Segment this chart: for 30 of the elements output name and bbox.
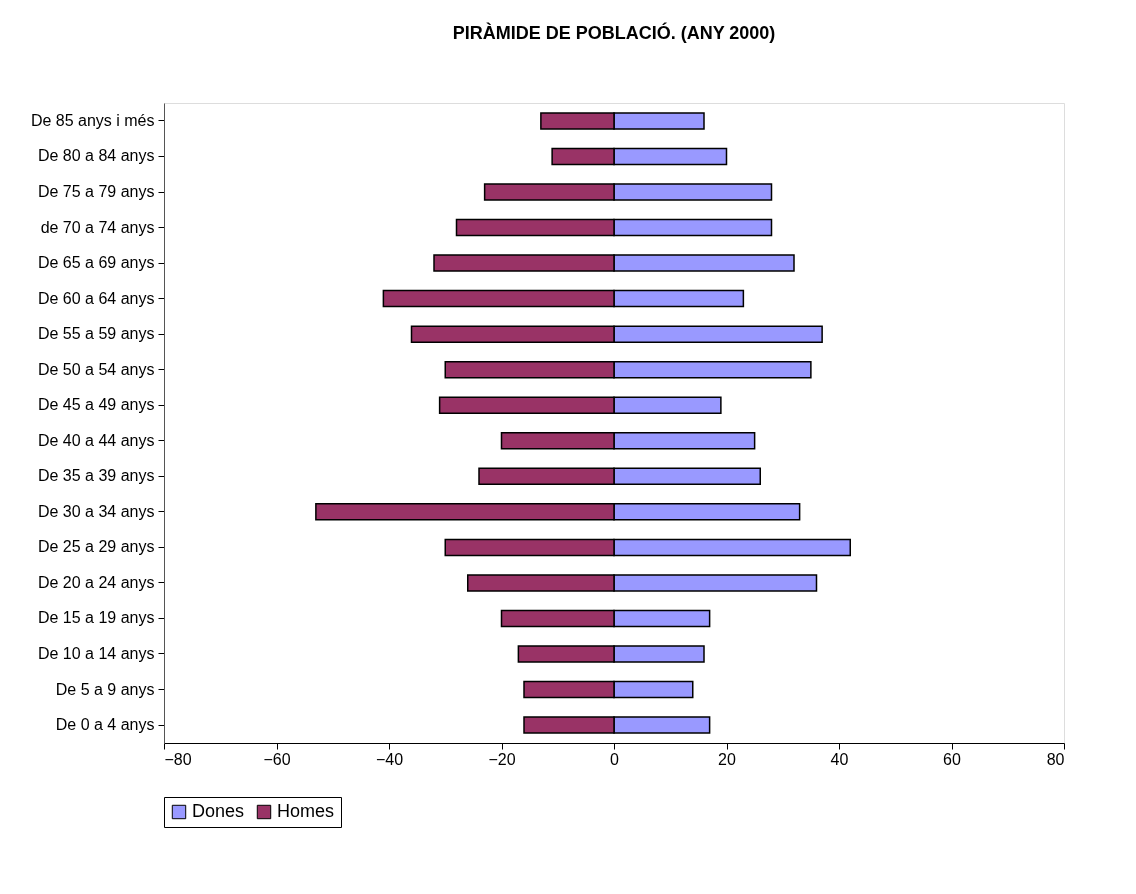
y-tick-label: De 60 a 64 anys: [37, 289, 155, 307]
y-tick-label: De 75 a 79 anys: [37, 183, 155, 201]
y-tick-label: De 35 a 39 anys: [37, 467, 155, 485]
x-tick-label: −60: [263, 750, 291, 768]
x-tick-label: 0: [610, 750, 620, 768]
y-tick-label: De 0 a 4 anys: [55, 716, 155, 734]
x-tick-label: −80: [164, 750, 192, 768]
x-tick-label: −20: [488, 750, 516, 768]
y-tick-label: De 25 a 29 anys: [37, 538, 155, 556]
y-tick-label: De 15 a 19 anys: [37, 609, 155, 627]
y-tick-label: De 5 a 9 anys: [55, 680, 155, 698]
x-tick-label: 60: [943, 750, 961, 768]
y-tick-label: De 55 a 59 anys: [37, 325, 155, 343]
y-tick-label: De 10 a 14 anys: [37, 644, 155, 662]
y-tick-label: De 50 a 54 anys: [37, 360, 155, 378]
y-tick-label: De 85 anys i més: [30, 111, 155, 129]
y-tick-label: De 80 a 84 anys: [37, 147, 155, 165]
legend-label: Dones: [192, 801, 245, 821]
x-tick-label: 20: [718, 750, 736, 768]
x-tick-label: −40: [375, 750, 404, 768]
y-tick-label: De 30 a 34 anys: [37, 502, 155, 520]
x-tick-label: 40: [830, 750, 849, 768]
y-tick-label: De 65 a 69 anys: [37, 254, 155, 272]
chart-title: PIRÀMIDE DE POBLACIÓ. (ANY 2000): [452, 22, 776, 43]
y-tick-label: De 45 a 49 anys: [37, 396, 155, 414]
y-tick-label: De 20 a 24 anys: [37, 573, 155, 591]
y-tick-label: de 70 a 74 anys: [40, 218, 155, 236]
legend-label: Homes: [277, 801, 335, 821]
x-tick-label: 80: [1046, 750, 1065, 768]
y-tick-label: De 40 a 44 anys: [37, 431, 155, 449]
